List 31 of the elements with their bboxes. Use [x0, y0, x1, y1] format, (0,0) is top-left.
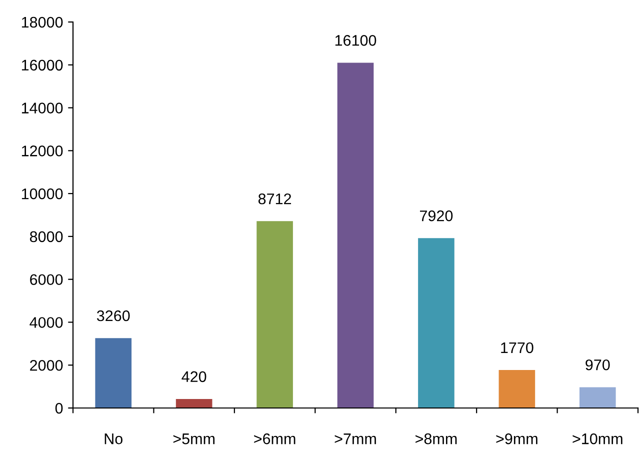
y-tick-label: 4000 [30, 317, 63, 328]
y-tick-label: 18000 [22, 16, 63, 28]
data-label: 8712 [258, 193, 292, 204]
data-label: 420 [182, 371, 206, 382]
y-tick-label: 14000 [22, 102, 63, 114]
x-tick-label: >5mm [173, 434, 214, 444]
y-tick-label: 6000 [30, 274, 63, 286]
bar [579, 387, 616, 408]
x-tick-label: No [104, 434, 122, 444]
data-label: 3260 [96, 310, 130, 322]
bar [95, 338, 132, 408]
bar [337, 62, 374, 408]
y-tick-label: 16000 [22, 60, 63, 71]
data-label: 16100 [335, 35, 376, 46]
data-label: 7920 [420, 210, 453, 222]
y-tick-label: 2000 [30, 360, 63, 371]
x-tick-label: >8mm [416, 433, 457, 444]
bar [418, 238, 454, 408]
y-tick-label: 0 [55, 402, 63, 414]
x-tick-label: >10mm [572, 433, 622, 444]
x-tick-label: >9mm [496, 433, 538, 444]
data-label: 1770 [501, 342, 534, 354]
bar [176, 398, 212, 408]
bar [256, 221, 293, 408]
x-tick-label: >7mm [334, 434, 376, 444]
x-tick-label: >6mm [254, 433, 296, 444]
y-tick-label: 8000 [30, 231, 63, 242]
y-tick-label: 10000 [22, 188, 63, 200]
bar [498, 370, 536, 408]
data-label: 970 [586, 359, 610, 370]
y-tick-label: 12000 [22, 146, 63, 156]
